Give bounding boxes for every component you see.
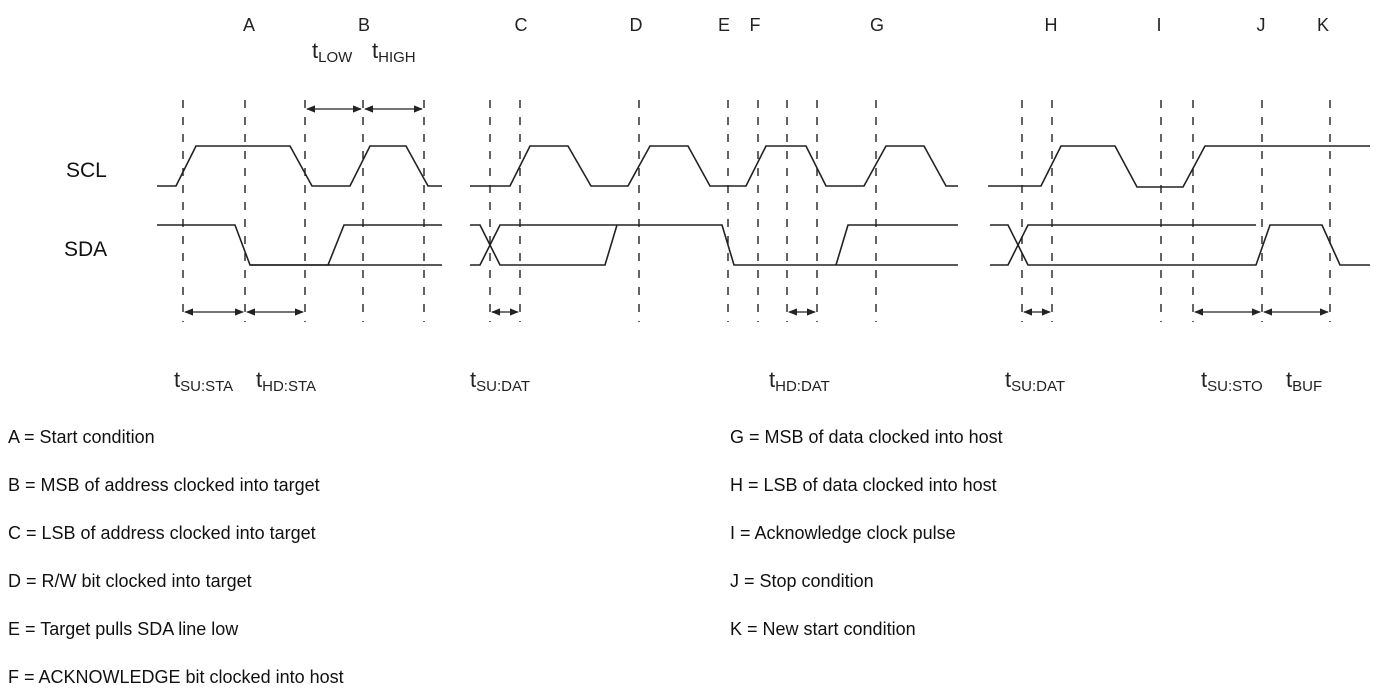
scl-segment — [157, 145, 442, 187]
sda-segment — [835, 224, 958, 266]
guide-lines — [182, 100, 1331, 322]
legend-item-e: E = Target pulls SDA line low — [8, 619, 239, 639]
legend-item-f: F = ACKNOWLEDGE bit clocked into host — [8, 667, 344, 687]
sda-segment — [990, 224, 1256, 266]
scl-label: SCL — [66, 159, 107, 182]
sda-label: SDA — [64, 238, 107, 261]
timing-label-t-hd-sta: tHD:STA — [256, 367, 316, 395]
i2c-timing-diagram: A B C D E F G H I J K tLOW tHIGH SCL SDA — [64, 15, 1370, 395]
marker-j: J — [1257, 15, 1266, 35]
timing-label-t-su-dat: tSU:DAT — [470, 367, 530, 395]
marker-b: B — [358, 15, 370, 35]
scl-waveform — [157, 145, 1370, 188]
legend-item-d: D = R/W bit clocked into target — [8, 571, 252, 591]
timing-arrows — [184, 105, 1329, 316]
marker-g: G — [870, 15, 884, 35]
scl-segment — [988, 145, 1370, 188]
legend-item-b: B = MSB of address clocked into target — [8, 475, 320, 495]
timing-label-t-su-sta: tSU:STA — [174, 367, 233, 395]
marker-a: A — [243, 15, 255, 35]
legend-item-h: H = LSB of data clocked into host — [730, 475, 997, 495]
legend-item-a: A = Start condition — [8, 427, 155, 447]
timing-label-t-su-sto: tSU:STO — [1201, 367, 1263, 395]
timing-label-t-su-dat-2: tSU:DAT — [1005, 367, 1065, 395]
legend-item-j: J = Stop condition — [730, 571, 874, 591]
timing-label-t-buf: tBUF — [1286, 367, 1322, 395]
marker-f: F — [750, 15, 761, 35]
marker-e: E — [718, 15, 730, 35]
timing-label-t-hd-dat: tHD:DAT — [769, 367, 830, 395]
legend-item-k: K = New start condition — [730, 619, 916, 639]
marker-c: C — [515, 15, 528, 35]
sda-segment — [470, 224, 958, 266]
marker-d: D — [630, 15, 643, 35]
marker-k: K — [1317, 15, 1329, 35]
legend-item-g: G = MSB of data clocked into host — [730, 427, 1003, 447]
sda-segment — [470, 224, 618, 266]
sda-waveform — [157, 224, 1370, 266]
marker-h: H — [1045, 15, 1058, 35]
marker-i: I — [1156, 15, 1161, 35]
sda-segment — [990, 224, 1370, 266]
sda-segment — [327, 224, 442, 266]
legend-item-c: C = LSB of address clocked into target — [8, 523, 316, 543]
timing-label-t-high: tHIGH — [372, 38, 416, 66]
legend-item-i: I = Acknowledge clock pulse — [730, 523, 956, 543]
timing-label-t-low: tLOW — [312, 38, 353, 66]
scl-segment — [470, 145, 958, 187]
